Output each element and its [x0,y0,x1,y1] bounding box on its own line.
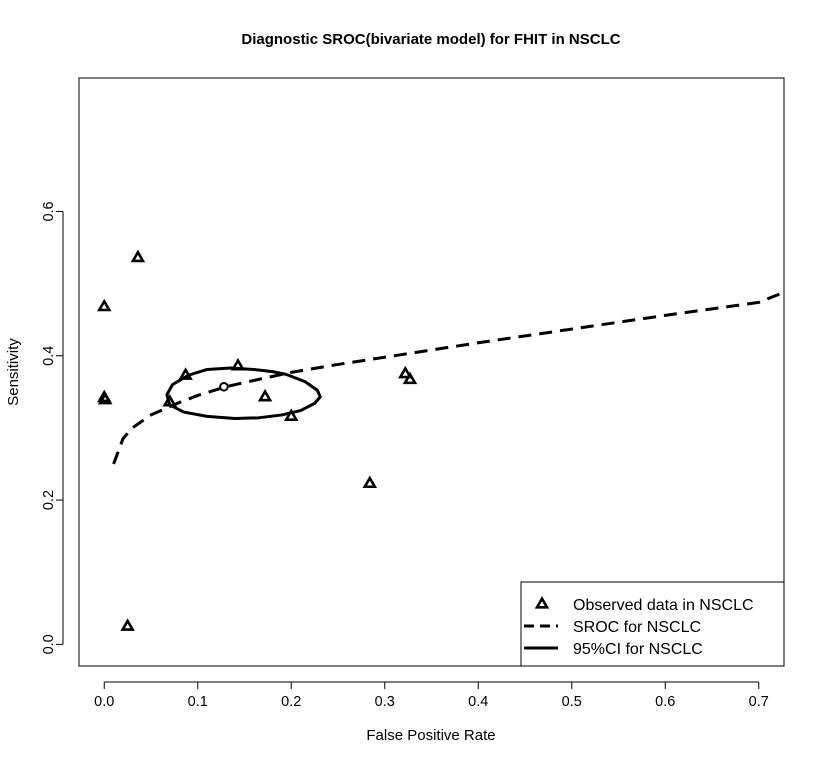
y-tick-label: 0.6 [41,201,57,221]
y-tick-label: 0.2 [41,490,57,510]
observed-point [362,475,378,489]
x-tick-label: 0.6 [655,694,675,710]
summary-point [219,381,229,392]
legend-label: SROC for NSCLC [573,619,701,636]
plot-frame [78,77,785,667]
legend-box [520,581,785,667]
x-tick-label: 0.5 [562,694,582,710]
x-axis-label: False Positive Rate [366,727,495,744]
sroc-curve [112,290,784,465]
observed-point [283,408,299,421]
x-tick-label: 0.7 [749,694,769,710]
observed-point [96,298,112,312]
y-axis-label: Sensitivity [5,338,22,406]
observed-point [130,249,146,263]
x-tick-label: 0.3 [375,694,395,710]
observed-point [257,388,273,402]
x-tick-label: 0.4 [468,694,488,710]
x-tick-label: 0.0 [94,694,114,710]
legend-label: 95%CI for NSCLC [573,641,703,658]
y-tick-label: 0.0 [41,634,57,654]
x-tick-label: 0.2 [281,694,301,710]
observed-point [398,365,413,379]
observed-point [97,391,113,405]
observed-point [120,618,135,631]
legend-label: Observed data in NSCLC [573,597,754,614]
x-tick-label: 0.1 [188,694,208,710]
plot-layer: 0.0 0.1 0.2 0.3 0.4 0.5 0.6 0.7 0.0 0.2 0.4 0.6 [41,201,784,710]
y-tick-label: 0.4 [41,346,57,366]
legend: Observed data in NSCLC SROC for NSCLC 95%C… [520,581,785,667]
chart-title: Diagnostic SROC(bivariate model) for FHI… [241,31,620,48]
legend-swatch-observed [534,596,550,609]
observed-point [402,371,418,385]
confidence-ellipse [165,366,322,421]
